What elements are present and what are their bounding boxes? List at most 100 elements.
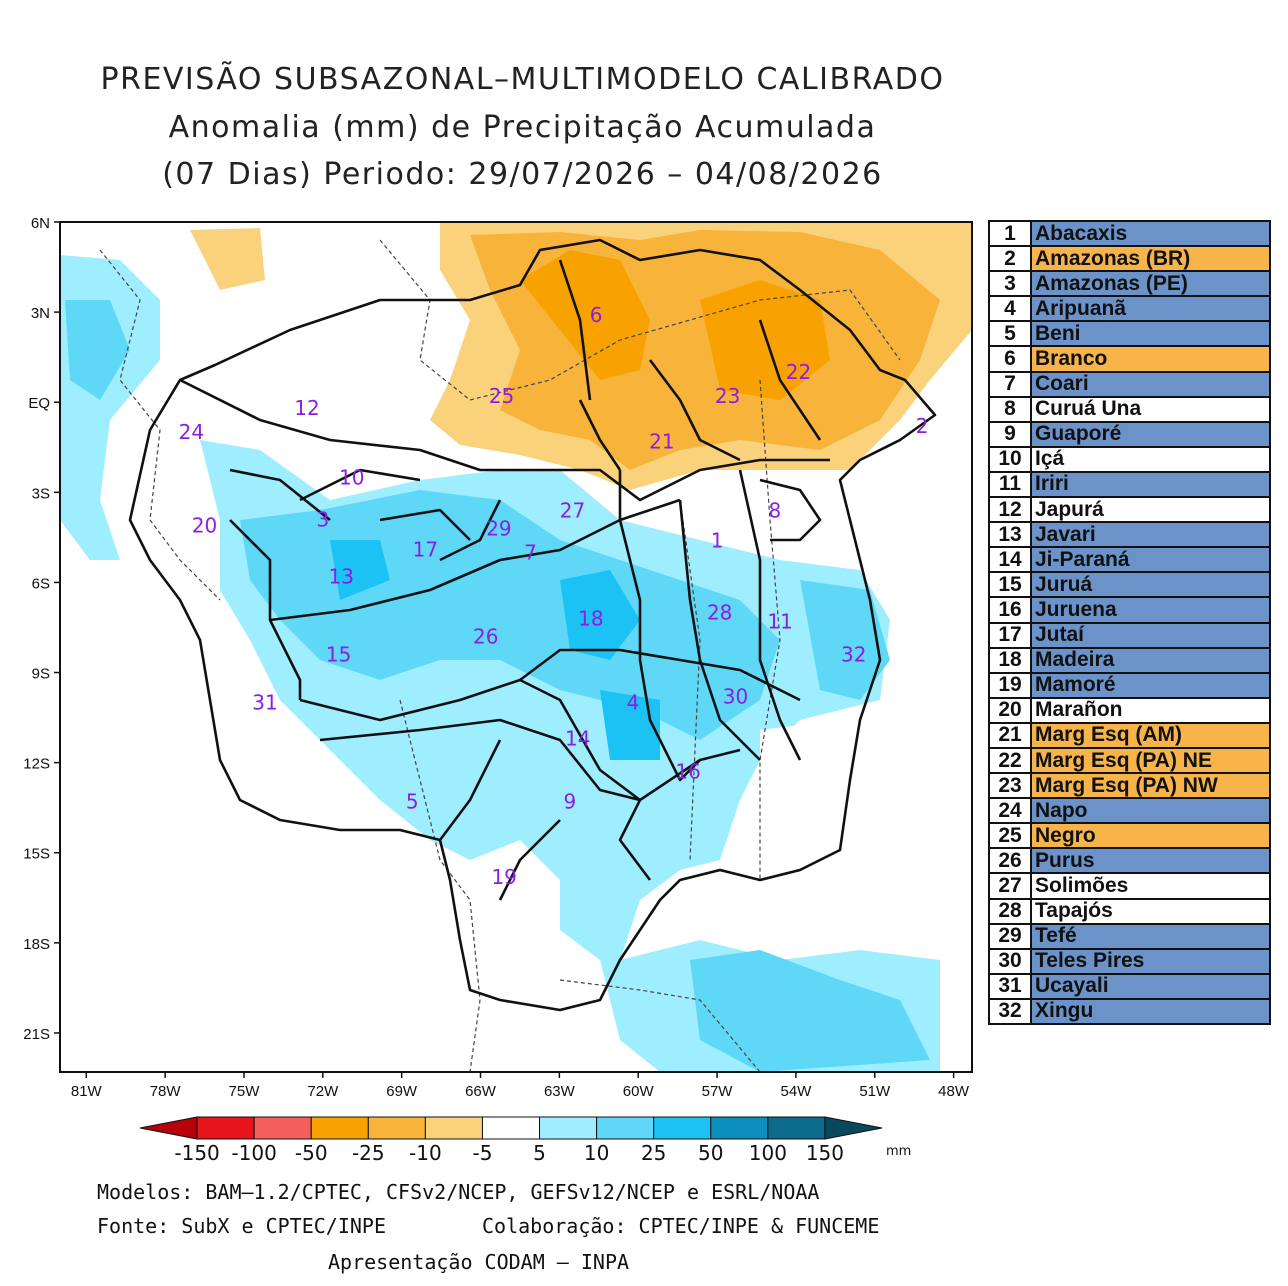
legend-number: 18 bbox=[988, 646, 1032, 674]
legend-basin-name: Beni bbox=[1030, 320, 1271, 348]
shade-blue-deep bbox=[330, 540, 660, 760]
footer-source: Fonte: SubX e CPTEC/INPE bbox=[97, 1214, 386, 1238]
lon-tick-label: 66W bbox=[465, 1083, 497, 1100]
legend-number: 27 bbox=[988, 872, 1032, 900]
basin-legend-table: 1 Abacaxis 2 Amazonas (BR) 3 Amazonas (PE) 4 Ar… bbox=[988, 219, 1271, 1026]
colorbar-swatch bbox=[367, 1116, 426, 1140]
basin-label-11: 11 bbox=[767, 609, 792, 633]
legend-number: 14 bbox=[988, 546, 1032, 574]
legend-row: 20 Marañon bbox=[988, 696, 1271, 724]
basin-label-22: 22 bbox=[786, 360, 811, 384]
longitude-axis: 81W 78W 75W 72W 69W 66W 63W 60W 57W 54W 51W 48W bbox=[71, 1072, 970, 1100]
colorbar-swatch bbox=[653, 1116, 712, 1140]
legend-row: 6 Branco bbox=[988, 345, 1271, 373]
basin-label-20: 20 bbox=[192, 513, 217, 537]
legend-number: 30 bbox=[988, 947, 1032, 975]
colorbar-swatch bbox=[824, 1116, 883, 1140]
legend-number: 29 bbox=[988, 922, 1032, 950]
colorbar-swatch bbox=[310, 1116, 369, 1140]
basin-label-26: 26 bbox=[473, 624, 498, 648]
basin-label-27: 27 bbox=[560, 498, 585, 522]
legend-row: 23 Marg Esq (PA) NW bbox=[988, 772, 1271, 800]
legend-basin-name: Marg Esq (AM) bbox=[1030, 721, 1271, 749]
legend-basin-name: Ji-Paraná bbox=[1030, 546, 1271, 574]
legend-basin-name: Aripuanã bbox=[1030, 295, 1271, 323]
legend-basin-name: Branco bbox=[1030, 345, 1271, 373]
basin-label-2: 2 bbox=[916, 414, 929, 438]
legend-basin-name: Juruá bbox=[1030, 571, 1271, 599]
basin-label-16: 16 bbox=[675, 760, 700, 784]
basin-label-14: 14 bbox=[565, 727, 590, 751]
legend-basin-name: Ucayali bbox=[1030, 972, 1271, 1000]
legend-number: 16 bbox=[988, 596, 1032, 624]
shade-white-south bbox=[460, 840, 560, 960]
legend-basin-name: Xingu bbox=[1030, 997, 1271, 1026]
legend-basin-name: Teles Pires bbox=[1030, 947, 1271, 975]
legend-basin-name: Mamoré bbox=[1030, 671, 1271, 699]
colorbar-tick-label: -150 bbox=[174, 1141, 219, 1165]
colorbar-unit: mm bbox=[886, 1144, 911, 1159]
legend-number: 28 bbox=[988, 897, 1032, 925]
basin-label-24: 24 bbox=[179, 420, 204, 444]
colorbar-tick-label: 10 bbox=[584, 1141, 609, 1165]
colorbar-swatch bbox=[710, 1116, 769, 1140]
legend-basin-name: Jutaí bbox=[1030, 621, 1271, 649]
lon-tick-label: 78W bbox=[150, 1083, 182, 1100]
colorbar-swatch bbox=[767, 1116, 826, 1140]
legend-number: 32 bbox=[988, 997, 1032, 1026]
basin-label-7: 7 bbox=[524, 540, 537, 564]
legend-basin-name: Japurá bbox=[1030, 496, 1271, 524]
legend-number: 4 bbox=[988, 295, 1032, 323]
legend-basin-name: Guaporé bbox=[1030, 420, 1271, 448]
basin-label-21: 21 bbox=[649, 429, 674, 453]
title-line-2: Anomalia (mm) de Precipitação Acumulada bbox=[168, 110, 877, 145]
basin-label-8: 8 bbox=[769, 498, 782, 522]
legend-number: 12 bbox=[988, 496, 1032, 524]
legend-basin-name: Tapajós bbox=[1030, 897, 1271, 925]
shade-orange-nw bbox=[190, 228, 265, 290]
lon-tick-label: 51W bbox=[859, 1083, 891, 1100]
legend-basin-name: Marg Esq (PA) NE bbox=[1030, 746, 1271, 775]
lon-tick-label: 60W bbox=[623, 1083, 655, 1100]
lat-tick-label: 18S bbox=[23, 936, 50, 953]
legend-basin-name: Amazonas (BR) bbox=[1030, 245, 1271, 273]
basin-label-3: 3 bbox=[316, 507, 329, 531]
legend-row: 13 Javari bbox=[988, 521, 1271, 549]
basin-label-31: 31 bbox=[252, 691, 277, 715]
shade-orange-deep bbox=[520, 250, 830, 400]
legend-basin-name: Iriri bbox=[1030, 470, 1271, 499]
colorbar-swatch bbox=[139, 1116, 198, 1140]
legend-number: 17 bbox=[988, 621, 1032, 649]
footer-presentation: Apresentação CODAM – INPA bbox=[328, 1250, 630, 1274]
basin-label-6: 6 bbox=[590, 303, 603, 327]
legend-basin-name: Tefé bbox=[1030, 922, 1271, 950]
colorbar-tick-label: -50 bbox=[295, 1141, 328, 1165]
lon-tick-label: 75W bbox=[229, 1083, 261, 1100]
legend-basin-name: Purus bbox=[1030, 847, 1271, 875]
shade-blue-south bbox=[690, 950, 930, 1072]
colorbar-tick-label: -100 bbox=[231, 1141, 276, 1165]
legend-basin-name: Içá bbox=[1030, 445, 1271, 473]
legend-row: 9 Guaporé bbox=[988, 420, 1271, 448]
lat-tick-label: 12S bbox=[23, 756, 50, 773]
basin-label-13: 13 bbox=[328, 564, 353, 588]
legend-row: 32 Xingu bbox=[988, 997, 1271, 1026]
basin-label-10: 10 bbox=[339, 465, 364, 489]
basin-label-19: 19 bbox=[491, 865, 516, 889]
legend-number: 1 bbox=[988, 219, 1032, 248]
legend-number: 7 bbox=[988, 370, 1032, 398]
basin-label-15: 15 bbox=[326, 643, 351, 667]
legend-row: 1 Abacaxis bbox=[988, 219, 1271, 248]
latitude-axis: 6N 3N EQ 3S 6S 9S 12S 15S 18S 21S bbox=[23, 215, 60, 1043]
legend-number: 10 bbox=[988, 445, 1032, 473]
basin-label-23: 23 bbox=[715, 384, 740, 408]
legend-basin-name: Solimões bbox=[1030, 872, 1271, 900]
legend-number: 23 bbox=[988, 772, 1032, 800]
legend-basin-name: Coari bbox=[1030, 370, 1271, 398]
anomaly-shading bbox=[60, 222, 972, 1072]
legend-row: 5 Beni bbox=[988, 320, 1271, 348]
legend-row: 7 Coari bbox=[988, 370, 1271, 398]
lon-tick-label: 63W bbox=[544, 1083, 576, 1100]
shade-blue-west-inner bbox=[65, 300, 130, 400]
